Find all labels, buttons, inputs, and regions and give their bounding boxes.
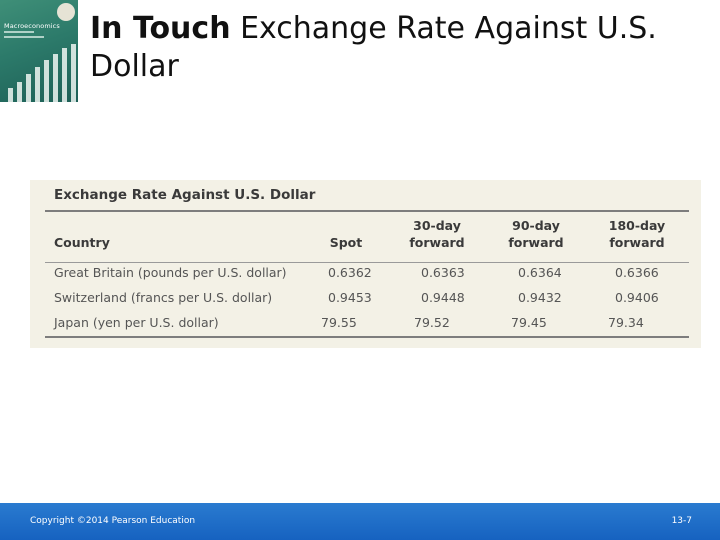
slide-title-lead: In Touch xyxy=(90,11,231,46)
row-90-day-cell: 79.45 xyxy=(511,315,547,330)
row-country-cell: Japan (yen per U.S. dollar) xyxy=(54,315,219,330)
column-header-country: Country xyxy=(54,235,110,250)
row-spot-cell: 0.6362 xyxy=(328,265,372,280)
row-30-day-cell: 79.52 xyxy=(414,315,450,330)
column-header-90-day-forward: 90-day forward xyxy=(508,218,564,250)
column-header-spot: Spot xyxy=(329,235,363,250)
footer-bar: Copyright ©2014 Pearson Education 13-7 xyxy=(0,503,720,540)
row-180-day-cell: 79.34 xyxy=(608,315,644,330)
table-header-rule xyxy=(45,262,689,263)
slide-title-rest: Exchange Rate Against U.S. Dollar xyxy=(90,11,657,84)
page-number: 13-7 xyxy=(671,516,692,526)
row-90-day-cell: 0.9432 xyxy=(518,290,562,305)
row-180-day-cell: 0.6366 xyxy=(615,265,659,280)
table-bottom-rule xyxy=(45,336,689,338)
row-country-cell: Great Britain (pounds per U.S. dollar) xyxy=(54,265,287,280)
table-heading: Exchange Rate Against U.S. Dollar xyxy=(54,187,316,203)
cover-title-text: Macroeconomics xyxy=(4,22,60,30)
table-top-rule xyxy=(45,210,689,212)
row-spot-cell: 79.55 xyxy=(321,315,357,330)
global-edition-badge xyxy=(57,3,75,21)
row-country-cell: Switzerland (francs per U.S. dollar) xyxy=(54,290,273,305)
book-cover-image: Macroeconomics xyxy=(0,0,78,102)
cover-bar-graphic xyxy=(0,40,78,102)
row-90-day-cell: 0.6364 xyxy=(518,265,562,280)
column-header-180-day-forward: 180-day forward xyxy=(608,218,666,250)
row-spot-cell: 0.9453 xyxy=(328,290,372,305)
row-30-day-cell: 0.6363 xyxy=(421,265,465,280)
exchange-rate-table: Exchange Rate Against U.S. Dollar Countr… xyxy=(30,180,701,348)
slide-title: In Touch Exchange Rate Against U.S. Doll… xyxy=(90,10,710,86)
column-header-30-day-forward: 30-day forward xyxy=(409,218,465,250)
copyright-text: Copyright ©2014 Pearson Education xyxy=(30,516,196,526)
row-180-day-cell: 0.9406 xyxy=(615,290,659,305)
row-30-day-cell: 0.9448 xyxy=(421,290,465,305)
